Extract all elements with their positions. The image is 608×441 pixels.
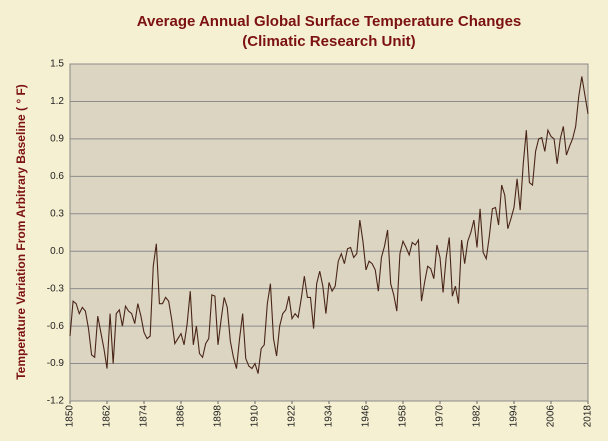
chart-title: Average Annual Global Surface Temperatur… <box>137 13 522 30</box>
x-tick-label: 1994 <box>509 405 520 428</box>
y-tick-label: 0.6 <box>50 171 64 182</box>
x-tick-label: 1970 <box>435 405 446 428</box>
x-tick-label: 2006 <box>546 405 557 428</box>
series-line <box>69 76 589 374</box>
x-tick-label: 1934 <box>324 405 335 428</box>
y-axis-label: Temperature Variation From Arbitrary Bas… <box>14 84 28 380</box>
x-tick-label: 1982 <box>472 405 483 428</box>
x-tick-label: 1958 <box>398 405 409 428</box>
plot-area <box>69 63 589 402</box>
y-tick-label: -0.9 <box>47 358 65 369</box>
x-tick-label: 2018 <box>583 405 594 428</box>
x-tick-label: 1850 <box>65 405 76 428</box>
y-tick-label: 0.3 <box>50 208 64 219</box>
y-tick-label: 0.0 <box>50 246 64 257</box>
y-tick-label: 1.2 <box>50 96 64 107</box>
y-tick-label: 1.5 <box>50 59 64 70</box>
x-tick-label: 1898 <box>213 405 224 428</box>
x-tick-label: 1946 <box>361 405 372 428</box>
x-tick-label: 1862 <box>102 405 113 428</box>
x-tick-label: 1922 <box>287 405 298 428</box>
x-tick-label: 1874 <box>139 405 150 428</box>
y-tick-label: -1.2 <box>47 396 65 407</box>
y-tick-label: -0.6 <box>47 321 65 332</box>
chart-subtitle: (Climatic Research Unit) <box>242 33 415 50</box>
y-tick-label: -0.3 <box>47 283 65 294</box>
y-tick-label: 0.9 <box>50 134 64 145</box>
x-tick-label: 1910 <box>250 405 261 428</box>
x-tick-label: 1886 <box>176 405 187 428</box>
